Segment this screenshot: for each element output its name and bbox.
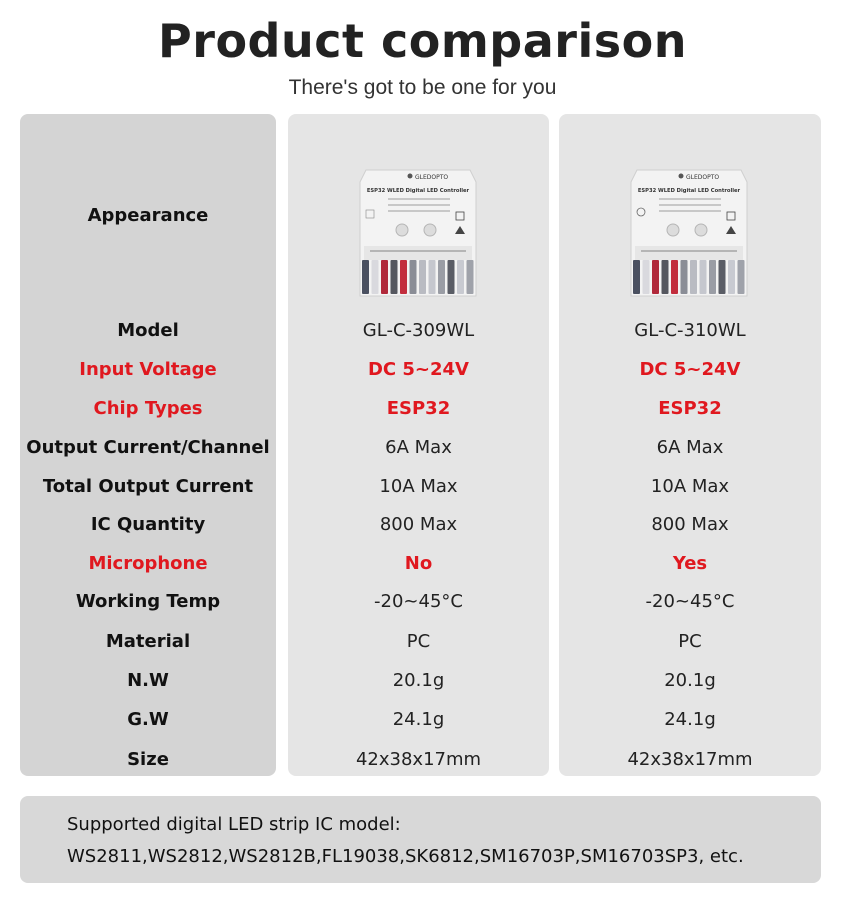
spec-labels-panel: Appearance Model Input Voltage Chip Types Ou… <box>20 114 276 776</box>
spec-value: No <box>404 553 433 574</box>
spec-value: 24.1g <box>392 709 445 730</box>
supported-ic-list: WS2811,WS2812,WS2812B,FL19038,SK6812,SM1… <box>67 846 744 867</box>
spec-value: DC 5~24V <box>367 359 469 380</box>
spec-label: Total Output Current <box>42 476 254 497</box>
spec-value: 6A Max <box>656 437 724 458</box>
spec-value: -20~45°C <box>645 591 735 612</box>
spec-label: N.W <box>127 670 169 691</box>
spec-value: 800 Max <box>379 514 458 535</box>
spec-value: ESP32 <box>386 398 451 419</box>
spec-value: 6A Max <box>385 437 452 458</box>
spec-label: G.W <box>127 709 169 730</box>
spec-value: DC 5~24V <box>639 359 741 380</box>
spec-value: -20~45°C <box>374 591 463 612</box>
page-subtitle: There's got to be one for you <box>288 76 557 99</box>
device-brand-text: GLEDOPTO <box>686 174 719 181</box>
supported-ic-box: Supported digital LED strip IC model: WS… <box>20 796 821 883</box>
spec-value: GL-C-310WL <box>634 320 746 341</box>
spec-value: 42x38x17mm <box>355 749 482 770</box>
spec-value: 24.1g <box>664 709 716 730</box>
product-column-309wl: GLEDOPTO ESP32 WLED Digital LED Controlle… <box>288 114 549 776</box>
controller-device-image: GLEDOPTO ESP32 WLED Digital LED Controlle… <box>348 166 488 306</box>
supported-ic-heading: Supported digital LED strip IC model: <box>67 814 401 835</box>
spec-label: Appearance <box>87 205 209 226</box>
spec-value: ESP32 <box>658 398 722 419</box>
spec-label: Chip Types <box>93 398 203 419</box>
spec-value: PC <box>678 631 702 652</box>
spec-value: GL-C-309WL <box>362 320 475 341</box>
spec-value: 20.1g <box>392 670 445 691</box>
spec-label: Microphone <box>88 553 208 574</box>
device-name-text: ESP32 WLED Digital LED Controller <box>638 188 741 194</box>
device-brand-text: GLEDOPTO <box>415 174 448 181</box>
spec-value: 42x38x17mm <box>627 749 753 770</box>
spec-label: IC Quantity <box>90 514 206 535</box>
spec-value: 10A Max <box>650 476 730 497</box>
spec-value: 20.1g <box>664 670 716 691</box>
product-column-310wl: GLEDOPTO ESP32 WLED Digital LED Controlle… <box>559 114 821 776</box>
spec-value: 800 Max <box>651 514 729 535</box>
controller-device-image: GLEDOPTO ESP32 WLED Digital LED Controlle… <box>619 166 759 306</box>
spec-label: Input Voltage <box>79 359 217 380</box>
device-name-text: ESP32 WLED Digital LED Controller <box>367 188 470 194</box>
spec-label: Working Temp <box>75 591 221 612</box>
spec-label: Size <box>127 749 169 770</box>
spec-label: Material <box>105 631 191 652</box>
spec-value: 10A Max <box>379 476 458 497</box>
spec-label: Model <box>117 320 179 341</box>
page-title: Product comparison <box>158 14 687 68</box>
spec-value: Yes <box>672 553 708 574</box>
spec-value: PC <box>406 631 431 652</box>
spec-label: Output Current/Channel <box>26 437 270 458</box>
